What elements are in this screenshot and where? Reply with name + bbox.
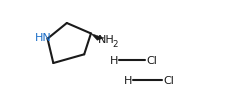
Text: HN: HN: [35, 33, 52, 43]
Text: H: H: [124, 76, 132, 86]
Text: Cl: Cl: [146, 55, 157, 65]
Text: Cl: Cl: [163, 76, 174, 86]
Text: 2: 2: [113, 40, 118, 48]
Text: NH: NH: [98, 34, 115, 44]
Text: H: H: [110, 55, 118, 65]
Polygon shape: [91, 34, 104, 41]
